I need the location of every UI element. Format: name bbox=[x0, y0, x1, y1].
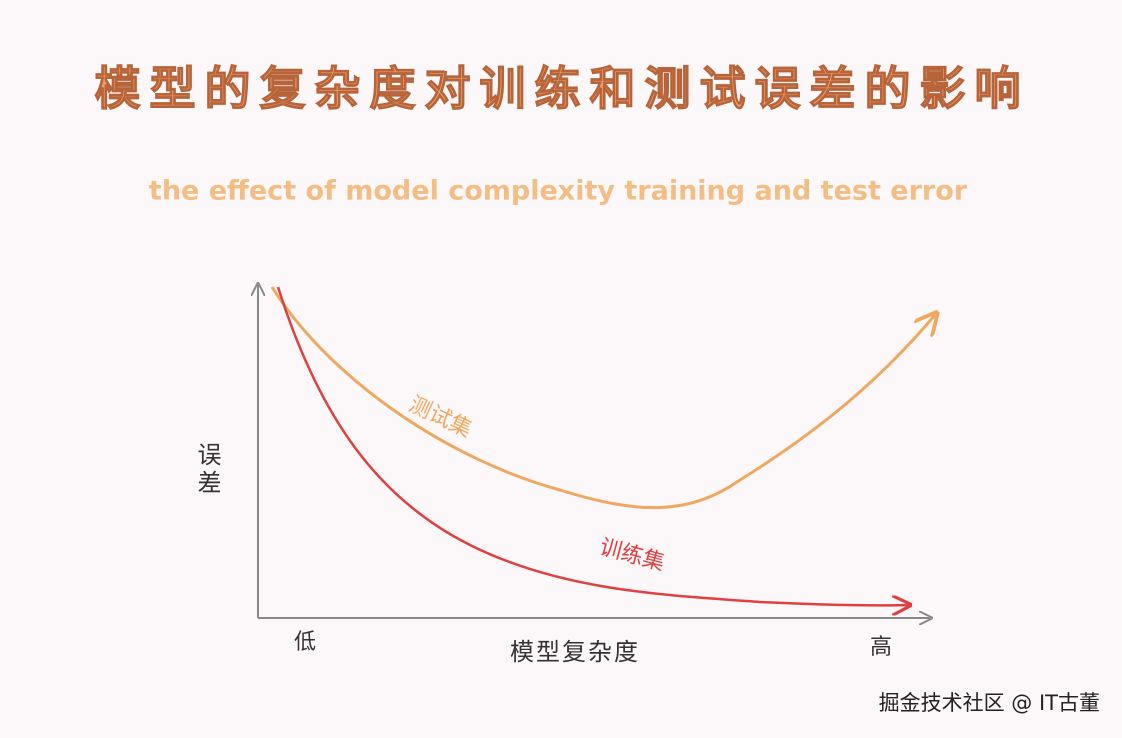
x-low-label: 低 bbox=[294, 630, 316, 655]
title: 模型的复杂度对训练和测试误差的影响 bbox=[95, 62, 1030, 116]
watermark: 掘金技术社区 @ IT古董 bbox=[879, 691, 1100, 715]
x-high-label: 高 bbox=[870, 635, 892, 660]
train-curve bbox=[276, 286, 908, 605]
subtitle: the effect of model complexity training … bbox=[149, 176, 968, 207]
y-axis-label: 误差 bbox=[193, 442, 221, 498]
x-axis-label: 模型复杂度 bbox=[510, 638, 640, 666]
test-curve bbox=[270, 286, 935, 510]
